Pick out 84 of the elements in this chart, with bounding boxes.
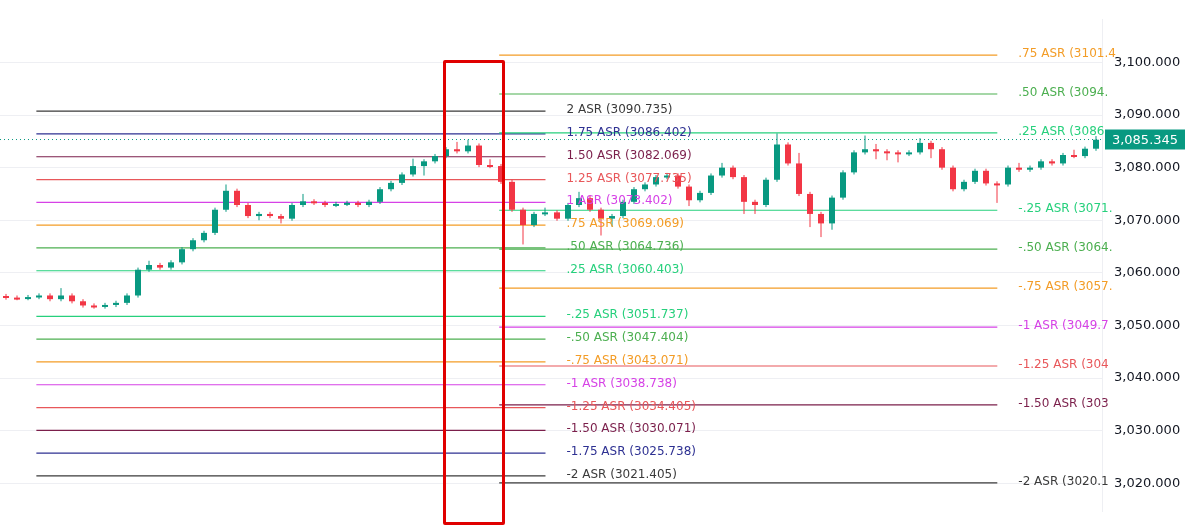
candlestick [234, 188, 240, 208]
ref-line-label: .25 ASR (3060.403) [566, 261, 684, 276]
candlestick [708, 172, 714, 196]
candlestick [36, 292, 42, 300]
candlestick [719, 162, 725, 179]
y-tick-label: 3,050.000 [1114, 316, 1181, 332]
candlestick [1027, 165, 1033, 173]
candlestick [906, 149, 912, 157]
candlestick [3, 293, 9, 301]
candlestick [928, 140, 934, 159]
candlestick [454, 141, 460, 154]
candlestick [344, 200, 350, 207]
ref-line-label: -.75 ASR (3057. [1018, 279, 1113, 294]
candlestick [300, 193, 306, 208]
candlestick [884, 148, 890, 161]
ref-line-label: -1 ASR (3038.738) [566, 375, 677, 390]
ref-line-label: .75 ASR (3069.069) [566, 216, 684, 231]
candlestick [355, 200, 361, 208]
ref-line-label: .25 ASR (3086 [1018, 124, 1105, 139]
candlestick [1016, 162, 1022, 173]
ref-line-label: -.50 ASR (3047.404) [566, 330, 689, 345]
ref-line-label: -.50 ASR (3064. [1018, 240, 1113, 255]
candlestick [421, 158, 427, 177]
candlestick [212, 207, 218, 236]
candlestick [91, 302, 97, 310]
ref-line-label: -2 ASR (3021.405) [566, 467, 677, 482]
y-tick-label: 3,040.000 [1114, 369, 1181, 385]
candlestick [410, 158, 416, 178]
candlestick [895, 149, 901, 163]
ref-line-label: 2 ASR (3090.735) [566, 102, 673, 117]
candlestick [476, 142, 482, 168]
ref-line-label: -1.50 ASR (3030.071) [566, 421, 696, 436]
ref-line-label: .50 ASR (3094. [1018, 85, 1109, 100]
candlestick [487, 158, 493, 169]
ref-line-label: -.75 ASR (3043.071) [566, 353, 689, 368]
candlestick [322, 200, 328, 208]
candlestick [818, 211, 824, 238]
candlestick [14, 294, 20, 301]
candlestick [366, 199, 372, 208]
candlestick [785, 141, 791, 167]
candlestick [1005, 165, 1011, 188]
candlestick [311, 198, 317, 206]
candlestick [873, 143, 879, 160]
ref-line-label: 3,085.345 [1111, 131, 1179, 147]
candlestick [47, 292, 53, 302]
candlestick [157, 262, 163, 271]
candlestick [686, 183, 692, 207]
candlestick [267, 211, 273, 219]
candlestick [333, 201, 339, 208]
candlestick [102, 302, 108, 310]
candlestick [542, 207, 548, 217]
candlestick [1049, 158, 1055, 167]
candlestick [146, 260, 152, 273]
ref-line-label: -1.50 ASR (303 [1018, 396, 1109, 411]
candlestick [58, 287, 64, 302]
ref-line-label: -1.75 ASR (3025.738) [566, 444, 696, 459]
candlestick [807, 191, 813, 228]
candlestick [256, 211, 262, 221]
ref-line-label: -.25 ASR (3051.737) [566, 307, 689, 322]
y-tick-label: 3,090.000 [1114, 106, 1181, 122]
y-tick-label: 3,020.000 [1114, 474, 1181, 490]
candlestick [25, 294, 31, 301]
candlestick [851, 149, 857, 175]
candlestick [113, 300, 119, 308]
ref-line-label: 1.50 ASR (3082.069) [566, 147, 692, 162]
y-tick-label: 3,100.000 [1114, 53, 1181, 69]
ref-line-label: -2 ASR (3020.1 [1018, 473, 1109, 488]
y-tick-label: 3,060.000 [1114, 264, 1181, 280]
candlestick [520, 207, 526, 245]
ref-line-label: .75 ASR (3101.4 [1018, 46, 1116, 61]
y-tick-label: 3,070.000 [1114, 211, 1181, 227]
candlestick [950, 165, 956, 192]
candlestick [223, 183, 229, 213]
candlestick [939, 146, 945, 171]
y-tick-label: 3,080.000 [1114, 159, 1181, 175]
candlestick [278, 213, 284, 224]
ref-line-label: -.25 ASR (3071. [1018, 201, 1113, 216]
ref-line-label: -1.25 ASR (304 [1018, 357, 1109, 372]
y-tick-label: 3,030.000 [1114, 422, 1181, 438]
candlestick [80, 298, 86, 309]
ref-line-label: -1 ASR (3049.7 [1018, 318, 1109, 333]
candlestick [994, 180, 1000, 204]
candlestick [1071, 149, 1077, 159]
candlestick [752, 199, 758, 215]
